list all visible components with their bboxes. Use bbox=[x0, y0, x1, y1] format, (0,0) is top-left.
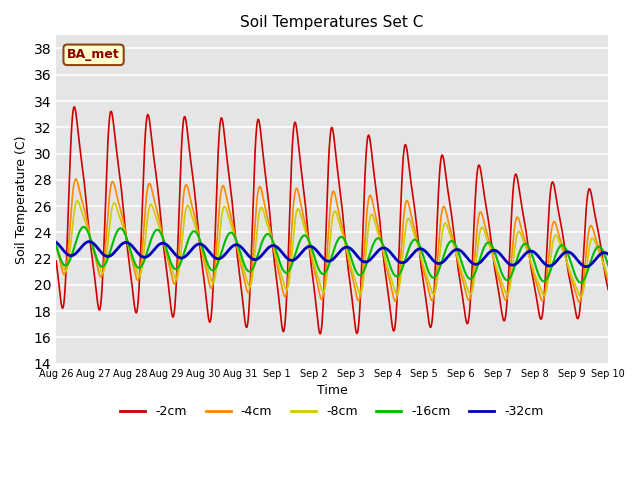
Text: BA_met: BA_met bbox=[67, 48, 120, 61]
Y-axis label: Soil Temperature (C): Soil Temperature (C) bbox=[15, 135, 28, 264]
Title: Soil Temperatures Set C: Soil Temperatures Set C bbox=[241, 15, 424, 30]
X-axis label: Time: Time bbox=[317, 384, 348, 397]
Legend: -2cm, -4cm, -8cm, -16cm, -32cm: -2cm, -4cm, -8cm, -16cm, -32cm bbox=[115, 400, 549, 423]
